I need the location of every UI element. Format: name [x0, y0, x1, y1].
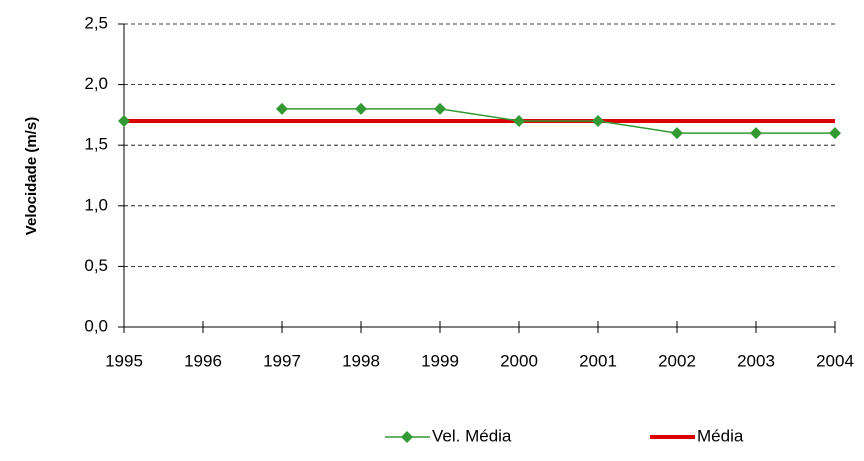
x-tick-label: 1999	[421, 351, 459, 370]
point-marker	[276, 102, 288, 115]
x-tick-label: 2003	[737, 351, 775, 370]
point-marker	[513, 114, 525, 127]
x-tick-label: 1996	[184, 351, 222, 370]
y-tick-label: 1,5	[84, 135, 108, 154]
x-tick-label: 1995	[105, 351, 143, 370]
x-tick-label: 2002	[658, 351, 696, 370]
x-tick-label: 2000	[500, 351, 538, 370]
series-line	[282, 108, 835, 134]
point-marker	[592, 114, 604, 127]
y-tick-label: 2,0	[84, 74, 108, 93]
legend-marker	[401, 431, 413, 443]
point-marker	[434, 102, 446, 115]
x-tick-label: 1997	[263, 351, 301, 370]
point-marker	[355, 102, 367, 115]
point-marker	[750, 127, 762, 140]
y-tick-label: 2,5	[84, 13, 108, 32]
point-marker	[671, 127, 683, 140]
legend-label: Média	[697, 426, 744, 445]
x-tick-label: 2001	[579, 351, 617, 370]
x-tick-label: 1998	[342, 351, 380, 370]
point-marker	[118, 114, 130, 127]
y-tick-label: 0,5	[84, 256, 108, 275]
y-tick-label: 1,0	[84, 195, 108, 214]
point-marker	[829, 127, 841, 140]
legend-label: Vel. Média	[432, 426, 512, 445]
y-tick-label: 0,0	[84, 316, 108, 335]
x-tick-label: 2004	[816, 351, 854, 370]
y-axis-label: Velocidade (m/s)	[23, 117, 40, 235]
